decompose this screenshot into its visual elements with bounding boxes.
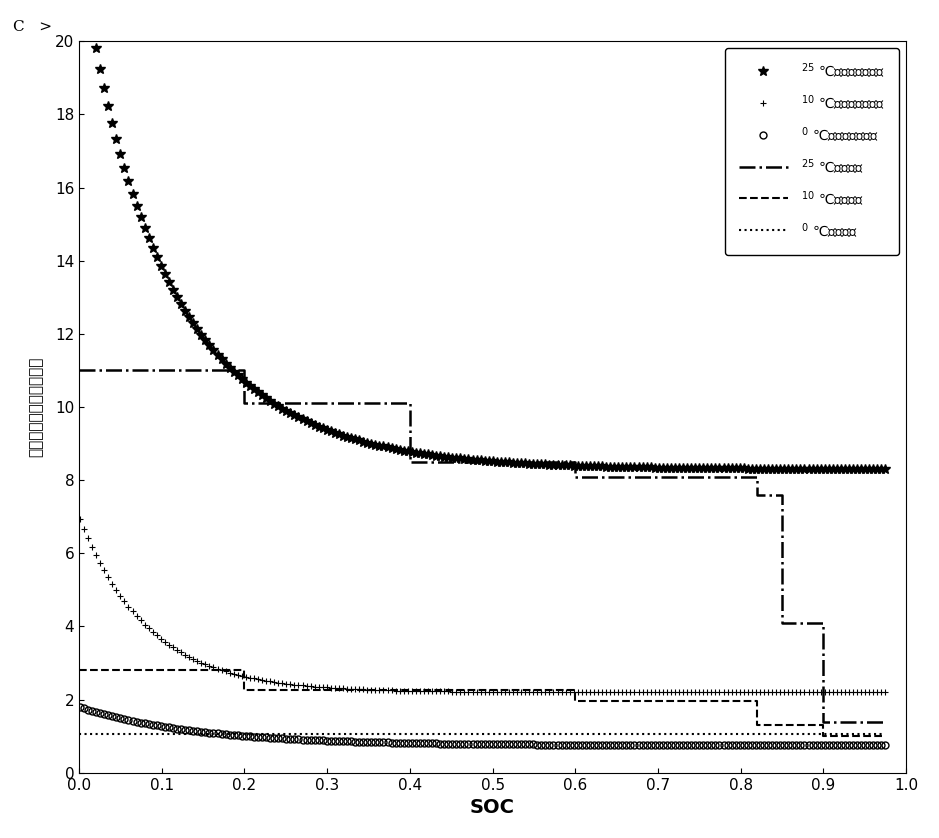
Line: $^{25}$ ℃阶梯电流: $^{25}$ ℃阶梯电流 <box>79 370 885 722</box>
$^{0}$ ℃可接受最大电流 <box>880 740 891 750</box>
$^{10}$ ℃可接受最大电流 <box>880 687 891 697</box>
$^{10}$ ℃阶梯电流 <box>818 720 829 730</box>
Line: $^{10}$ ℃可接受最大电流: $^{10}$ ℃可接受最大电流 <box>76 515 889 696</box>
$^{10}$ ℃可接受最大电流 <box>289 680 300 690</box>
$^{10}$ ℃阶梯电流 <box>751 720 762 730</box>
$^{10}$ ℃阶梯电流 <box>570 696 581 706</box>
$^{25}$ ℃阶梯电流 <box>570 472 581 482</box>
$^{25}$ ℃可接受最大电流 <box>224 363 236 373</box>
$^{10}$ ℃可接受最大电流 <box>74 514 85 524</box>
$^{25}$ ℃阶梯电流 <box>404 398 415 408</box>
$^{10}$ ℃可接受最大电流 <box>107 579 118 589</box>
$^{25}$ ℃阶梯电流 <box>239 365 250 375</box>
$^{25}$ ℃阶梯电流 <box>880 716 891 727</box>
Legend: $^{25}$ ℃可接受最大电流, $^{10}$ ℃可接受最大电流, $^{0}$ ℃可接受最大电流, $^{25}$ ℃阶梯电流, $^{10}$ ℃阶梯电: $^{25}$ ℃可接受最大电流, $^{10}$ ℃可接受最大电流, $^{0… <box>725 49 900 255</box>
$^{0}$ ℃可接受最大电流 <box>107 711 118 722</box>
$^{25}$ ℃阶梯电流 <box>570 457 581 467</box>
$^{10}$ ℃阶梯电流 <box>570 685 581 696</box>
$^{25}$ ℃阶梯电流 <box>751 489 762 499</box>
$^{10}$ ℃可接受最大电流 <box>811 687 823 697</box>
$^{10}$ ℃阶梯电流 <box>73 665 85 675</box>
$^{25}$ ℃可接受最大电流 <box>289 411 300 421</box>
$^{10}$ ℃阶梯电流 <box>239 665 250 675</box>
$^{25}$ ℃可接受最大电流 <box>880 464 891 474</box>
$^{10}$ ℃可接受最大电流 <box>839 687 851 697</box>
$^{25}$ ℃可接受最大电流 <box>123 176 134 186</box>
$^{10}$ ℃阶梯电流 <box>239 685 250 696</box>
$^{0}$ ℃可接受最大电流 <box>123 715 134 725</box>
$^{0}$ ℃可接受最大电流 <box>224 730 236 740</box>
$^{0}$ ℃可接受最大电流 <box>839 740 851 750</box>
X-axis label: SOC: SOC <box>470 798 516 817</box>
$^{25}$ ℃阶梯电流 <box>73 365 85 375</box>
$^{25}$ ℃阶梯电流 <box>404 457 415 467</box>
Line: $^{0}$ ℃可接受最大电流: $^{0}$ ℃可接受最大电流 <box>76 704 889 748</box>
$^{25}$ ℃可接受最大电流 <box>839 464 851 474</box>
$^{0}$ ℃可接受最大电流 <box>289 734 300 744</box>
$^{25}$ ℃阶梯电流 <box>818 716 829 727</box>
$^{25}$ ℃阶梯电流 <box>239 398 250 408</box>
$^{0}$ ℃可接受最大电流 <box>74 702 85 712</box>
$^{10}$ ℃阶梯电流 <box>880 731 891 741</box>
$^{25}$ ℃阶梯电流 <box>777 618 788 628</box>
$^{10}$ ℃阶梯电流 <box>818 731 829 741</box>
$^{10}$ ℃可接受最大电流 <box>123 602 134 612</box>
Line: $^{10}$ ℃阶梯电流: $^{10}$ ℃阶梯电流 <box>79 670 885 736</box>
$^{10}$ ℃可接受最大电流 <box>224 668 236 678</box>
$^{25}$ ℃阶梯电流 <box>777 489 788 499</box>
$^{25}$ ℃阶梯电流 <box>818 618 829 628</box>
$^{0}$ ℃可接受最大电流 <box>811 740 823 750</box>
$^{25}$ ℃可接受最大电流 <box>107 117 118 127</box>
$^{10}$ ℃阶梯电流 <box>751 696 762 706</box>
Line: $^{25}$ ℃可接受最大电流: $^{25}$ ℃可接受最大电流 <box>75 0 890 473</box>
$^{25}$ ℃阶梯电流 <box>751 472 762 482</box>
$^{25}$ ℃可接受最大电流 <box>811 463 823 473</box>
Text: C   >: C > <box>13 20 52 34</box>
Y-axis label: 可接受的最大充电电流（: 可接受的最大充电电流（ <box>29 357 44 458</box>
